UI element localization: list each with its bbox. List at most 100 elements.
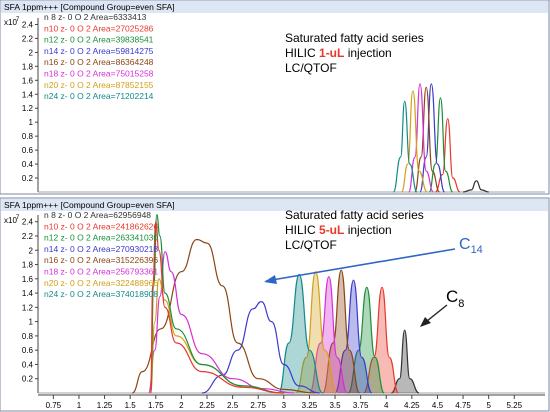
series-10-peak-line <box>148 251 295 394</box>
panel-bottom-annotation-line2: HILIC 5-uL injection <box>285 223 392 237</box>
panel-bottom-annotation-line1: Saturated fatty acid series <box>285 208 424 222</box>
legend-entry: n10 z- 0 O 2 Area=27025286 <box>44 23 154 33</box>
legend-entry: n12 z- 0 O 2 Area=39838541 <box>44 35 154 45</box>
x-tick-label: 2 <box>179 401 184 410</box>
panel-top-scale: x10 7 <box>4 17 20 27</box>
legend-entry: n10 z- 0 O 2 Area=241862626 <box>44 221 158 231</box>
x-tick-label: 3.25 <box>302 401 318 410</box>
series-6-peak-fill <box>296 271 338 393</box>
y-tick-label: 0.6 <box>22 146 34 155</box>
y-tick-label: 2.4 <box>22 20 34 29</box>
y-tick-label: 0.4 <box>22 160 34 169</box>
y-tick-label: 1.4 <box>22 289 34 298</box>
legend-entry: n18 z- 0 O 2 Area=75015258 <box>44 69 154 79</box>
y-tick-label: 2.2 <box>22 232 34 241</box>
y-tick-label: 1.2 <box>22 104 34 113</box>
series-0-peak-line <box>391 329 420 394</box>
series-5-peak-line <box>308 276 348 394</box>
legend-entry: n 8 z- 0 O 2 Area=62956948 <box>44 210 151 220</box>
series-4-peak-line <box>414 86 440 193</box>
series-7-peak-line <box>392 100 418 193</box>
c8-callout: C8 <box>420 287 464 327</box>
x-tick-label: 4.75 <box>455 401 471 410</box>
legend-entry: n12 z- 0 O 2 Area=263341030 <box>44 233 158 243</box>
y-tick-label: 0.2 <box>22 375 34 384</box>
series-4-peak-fill <box>322 270 360 393</box>
y-tick-label: 2 <box>29 48 34 57</box>
legend-entry: n24 z- 0 O 2 Area=374018908 <box>44 289 158 299</box>
series-8-peak-line <box>201 300 320 394</box>
series-13-peak-line <box>150 221 284 394</box>
y-tick-label: 0.8 <box>22 332 34 341</box>
panel-bottom-annotation: Saturated fatty acid series HILIC 5-uL i… <box>285 208 424 252</box>
series-12-peak-line <box>150 213 284 394</box>
series-0-peak-line <box>463 180 489 193</box>
x-tick-label: 3.5 <box>329 401 341 410</box>
y-tick-label: 1.6 <box>22 275 34 284</box>
series-3-peak-fill <box>335 280 372 393</box>
series-0-peak-fill <box>391 330 419 393</box>
panel-bottom-scale-label: x10 <box>4 216 17 225</box>
y-tick-label: 1.8 <box>22 261 34 270</box>
legend-entry: n14 z- 0 O 2 Area=270930218 <box>44 244 158 254</box>
x-tick-label: 2.75 <box>250 401 266 410</box>
series-2-peak-line <box>428 97 454 193</box>
c14-arrow-line <box>265 248 456 282</box>
y-tick-label: 1.2 <box>22 303 34 312</box>
panel-top: SFA 1ppm+++ [Compound Group=even SFA] x1… <box>0 0 550 195</box>
x-tick-label: 4.5 <box>432 401 444 410</box>
y-tick-label: 1.8 <box>22 62 34 71</box>
legend-entry: n14 z- 0 O 2 Area=59814275 <box>44 46 154 56</box>
panel-top-series <box>392 83 489 193</box>
panel-top-frame <box>0 0 550 195</box>
series-5-peak-line <box>408 83 434 193</box>
series-4-peak-line <box>322 269 361 394</box>
series-9-peak-line <box>131 238 315 394</box>
y-tick-label: 2.2 <box>22 34 34 43</box>
panel-top-scale-exp: 7 <box>16 17 20 23</box>
x-tick-label: 1.75 <box>148 401 164 410</box>
panel-bottom-annotation-line3: LC/QTOF <box>285 238 337 252</box>
panel-top-annotation-line2: HILIC 1-uL injection <box>285 46 392 60</box>
y-tick-label: 1 <box>29 118 34 127</box>
x-tick-label: 1 <box>77 401 82 410</box>
legend-entry: n20 z- 0 O 2 Area=322488966 <box>44 278 158 288</box>
x-tick-label: 3.75 <box>353 401 369 410</box>
legend-entry: n16 z- 0 O 2 Area=86364248 <box>44 57 154 67</box>
legend-entry: n24 z- 0 O 2 Area=71202214 <box>44 91 154 101</box>
y-tick-label: 2 <box>29 246 34 255</box>
series-1-peak-line <box>435 118 461 193</box>
legend-entry: n18 z- 0 O 2 Area=256793361 <box>44 267 158 277</box>
panel-top-annotation-line1: Saturated fatty acid series <box>285 31 424 45</box>
x-tick-label: 3 <box>282 401 287 410</box>
series-1-peak-line <box>363 286 400 394</box>
y-tick-label: 0.4 <box>22 360 34 369</box>
x-tick-label: 4.25 <box>404 401 420 410</box>
c8-label: C8 <box>446 287 464 310</box>
series-7-peak-line <box>278 273 324 394</box>
panel-top-scale-label: x10 <box>4 18 17 27</box>
panel-top-y-axis: 0.2 0.4 0.6 0.8 1 1.2 1.4 1.6 1.8 2 2.2 2.4 <box>22 18 545 193</box>
panel-top-header: SFA 1ppm+++ [Compound Group=even SFA] <box>4 2 175 12</box>
y-tick-label: 1 <box>29 318 34 327</box>
legend-entry: n 8 z- 0 O 2 Area=6333413 <box>44 12 147 22</box>
series-6-peak-line <box>295 271 338 394</box>
x-tick-label: 1.25 <box>97 401 113 410</box>
legend-entry: n16 z- 0 O 2 Area=315226396 <box>44 255 158 265</box>
panel-bottom-x-axis: 0.75 1 1.25 1.5 1.75 2 2.25 2.5 2.75 3 3.25 3.5 3.75… <box>38 394 545 410</box>
panel-top-annotation-line3: LC/QTOF <box>285 61 337 75</box>
series-6-peak-line <box>401 90 428 193</box>
x-tick-label: 2.5 <box>227 401 239 410</box>
series-7-peak-fill <box>278 274 323 393</box>
x-tick-label: 0.75 <box>46 401 62 410</box>
c14-label: C14 <box>459 236 483 256</box>
x-tick-label: 2.25 <box>199 401 215 410</box>
x-tick-label: 5 <box>486 401 491 410</box>
y-tick-label: 0.2 <box>22 174 34 183</box>
x-tick-label: 1.5 <box>125 401 137 410</box>
panel-bottom: SFA 1ppm+++ [Compound Group=even SFA] x1… <box>0 197 550 412</box>
panel-bottom-header-bar <box>1 199 548 211</box>
series-2-peak-fill <box>348 287 385 393</box>
